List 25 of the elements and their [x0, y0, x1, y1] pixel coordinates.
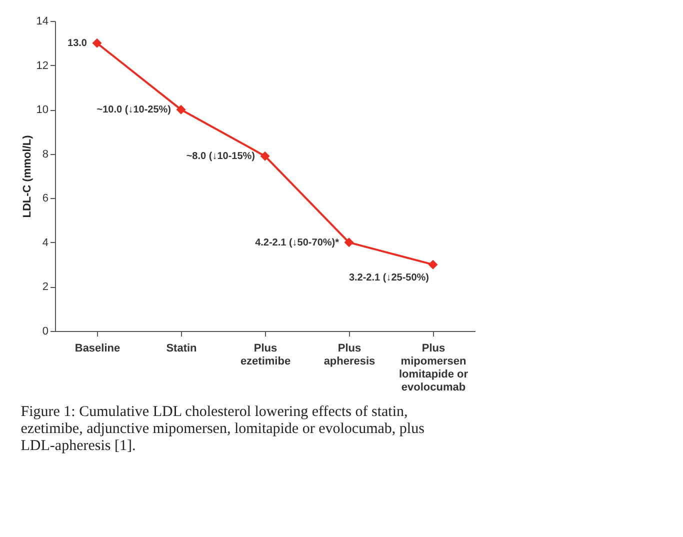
y-tick-label: 10 [36, 104, 48, 116]
x-tick-label: Plus apheresis [324, 342, 376, 368]
annotation: ~8.0 (↓10-15%) [186, 151, 255, 162]
annotation: ~10.0 (↓10-25%) [96, 104, 171, 116]
y-tick-label: 4 [42, 236, 48, 249]
x-tick-label: Plus mipomersen lomitapide or evolocumab [398, 342, 469, 394]
x-tick-label: Plus ezetimibe [240, 342, 291, 368]
y-tick-label: 14 [36, 16, 48, 28]
point [260, 151, 270, 161]
annotation: 3.2-2.1 (↓25-50%) [348, 272, 429, 284]
point [176, 104, 186, 114]
point [428, 260, 438, 270]
point [344, 238, 354, 248]
y-tick-label: 0 [42, 326, 48, 338]
annotation: 4.2-2.1 (↓50-70%)* [255, 237, 340, 248]
caption: Figure 1: Cumulative LDL cholesterol lowering effects of statin, ezetimibe, adjunctive mipomersen, lomitapide or evolocumab, plus LDL-apheresis [1]. [20, 404, 425, 454]
y-axis-title: LDL-C (mmol/L) [21, 134, 34, 218]
y-tick-label: 8 [42, 148, 48, 160]
x-tick-label: Baseline [74, 342, 120, 354]
y-tick-label: 2 [42, 281, 48, 294]
y-tick-label: 12 [36, 60, 48, 72]
point [92, 38, 102, 48]
x-tick-label: Statin [166, 342, 198, 354]
y-tick-label: 6 [42, 192, 48, 205]
annotation: 13.0 [68, 38, 88, 50]
